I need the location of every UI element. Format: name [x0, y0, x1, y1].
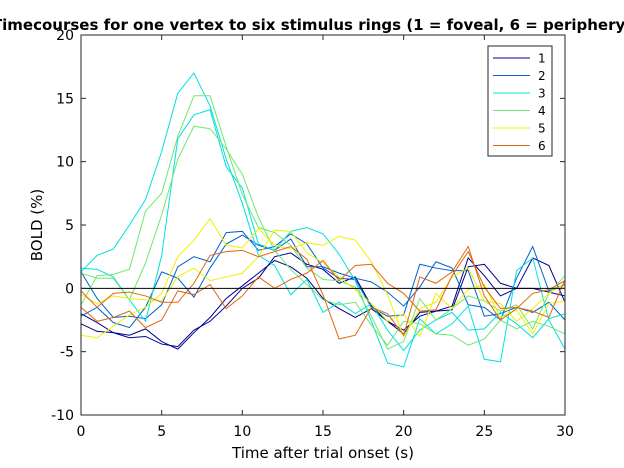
- y-tick-label: 10: [56, 155, 74, 171]
- legend-label-6: 6: [538, 139, 546, 153]
- legend-label-5: 5: [538, 122, 546, 136]
- series-line-3-a: [80, 109, 566, 368]
- y-tick-label: 20: [56, 28, 74, 44]
- legend-label-1: 1: [538, 52, 546, 66]
- series-line-5-a: [80, 217, 566, 339]
- series-line-2-a: [80, 234, 566, 329]
- y-axis-title: BOLD (%): [28, 189, 46, 261]
- x-tick-label: 30: [556, 424, 574, 440]
- legend-box: [487, 45, 553, 157]
- series-line-1-b: [80, 252, 566, 348]
- x-tick-label: 10: [233, 424, 251, 440]
- series-layer: [80, 72, 566, 368]
- series-line-6-b: [80, 245, 566, 340]
- y-tick-label: -10: [51, 408, 74, 424]
- x-axis-title: Time after trial onset (s): [231, 444, 414, 462]
- y-tick-label: 15: [56, 91, 74, 107]
- series-line-2-b: [80, 230, 566, 321]
- x-tick-label: 25: [475, 424, 493, 440]
- legend-label-2: 2: [538, 69, 546, 83]
- x-tick-label: 20: [395, 424, 413, 440]
- series-line-3-b: [80, 72, 566, 352]
- y-tick-label: 5: [65, 218, 74, 234]
- series-line-6-a: [80, 250, 566, 329]
- x-tick-label: 0: [77, 424, 86, 440]
- series-line-1-a: [80, 256, 566, 350]
- x-tick-label: 5: [157, 424, 166, 440]
- series-line-4-a: [80, 125, 566, 347]
- legend-label-3: 3: [538, 87, 546, 101]
- legend: 1 2 3 4 5 6: [487, 45, 553, 157]
- chart-title: Timecourses for one vertex to six stimul…: [0, 16, 624, 34]
- y-tick-label: 0: [65, 281, 74, 297]
- x-tick-label: 15: [314, 424, 332, 440]
- y-tick-label: -5: [60, 345, 74, 361]
- plot-area: [81, 35, 565, 415]
- legend-label-4: 4: [538, 104, 546, 118]
- series-line-5-b: [80, 229, 566, 338]
